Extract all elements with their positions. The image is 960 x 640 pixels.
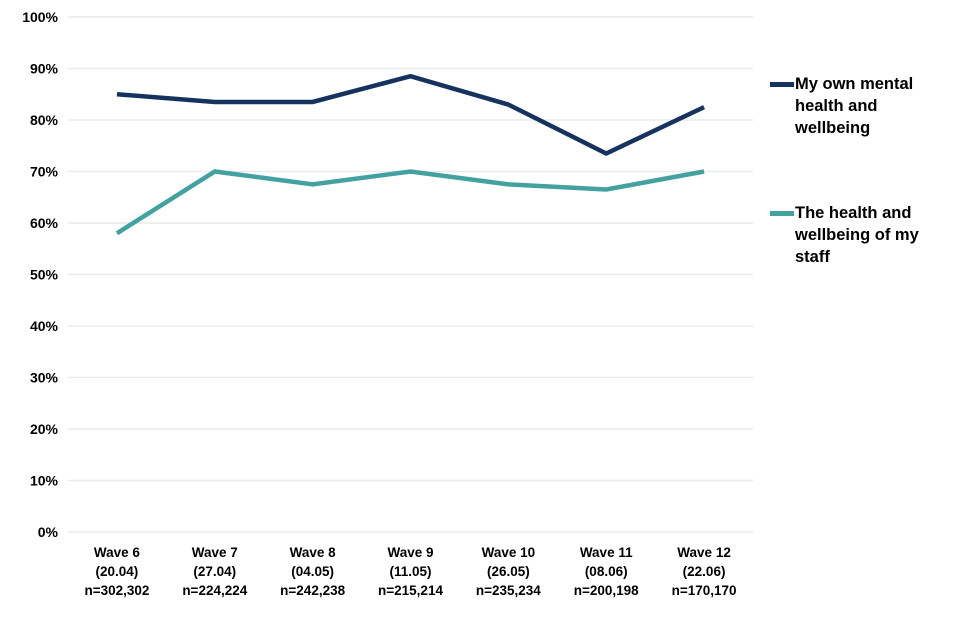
y-tick-label: 30% xyxy=(30,370,59,386)
y-tick-label: 100% xyxy=(22,9,58,25)
legend-label: The health and wellbeing of my staff xyxy=(795,204,919,266)
y-tick-label: 80% xyxy=(30,112,59,128)
y-tick-label: 90% xyxy=(30,61,59,77)
legend-label: My own mental health and wellbeing xyxy=(795,75,914,137)
x-tick-label: Wave 8 (04.05) n=242,238 xyxy=(280,545,345,598)
series-line-1 xyxy=(115,169,705,236)
legend-item-staff-health: The health and wellbeing of my staff xyxy=(770,203,946,269)
x-tick-label: Wave 7 (27.04) n=224,224 xyxy=(182,545,247,598)
series-line-swatch-navy xyxy=(770,82,794,87)
series-line-0 xyxy=(116,73,706,156)
x-tick-label: Wave 10 (26.05) n=235,234 xyxy=(476,545,541,598)
y-tick-label: 50% xyxy=(30,267,59,283)
y-tick-label: 60% xyxy=(30,215,59,231)
series-line-swatch-teal xyxy=(770,211,794,216)
y-tick-label: 40% xyxy=(30,318,59,334)
y-tick-label: 70% xyxy=(30,164,59,180)
x-tick-label: Wave 12 (22.06) n=170,170 xyxy=(672,545,737,598)
legend-item-own-mental-health: My own mental health and wellbeing xyxy=(770,74,946,140)
x-tick-label: Wave 9 (11.05) n=215,214 xyxy=(378,545,443,598)
x-tick-label: Wave 11 (08.06) n=200,198 xyxy=(574,545,639,598)
y-tick-label: 20% xyxy=(30,421,59,437)
y-tick-label: 0% xyxy=(38,524,59,540)
y-tick-label: 10% xyxy=(30,473,59,489)
x-tick-label: Wave 6 (20.04) n=302,302 xyxy=(84,545,149,598)
